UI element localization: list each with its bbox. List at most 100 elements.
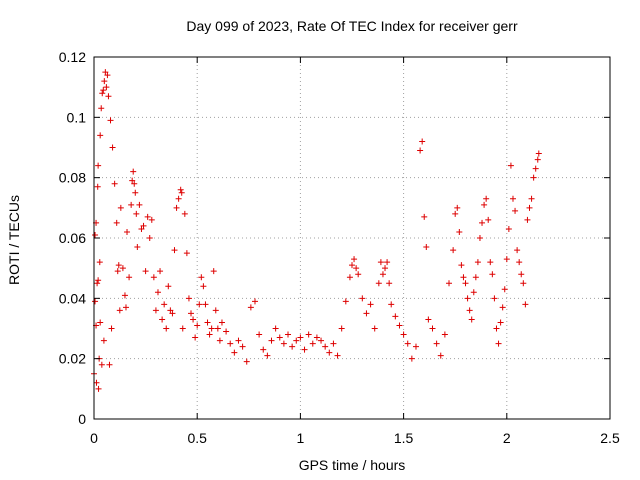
- data-point: [116, 307, 123, 314]
- data-point: [355, 271, 362, 278]
- data-point: [474, 259, 481, 266]
- data-point: [404, 340, 411, 347]
- data-point: [235, 337, 242, 344]
- data-point: [96, 259, 103, 266]
- data-point: [351, 256, 358, 263]
- data-point: [161, 301, 168, 308]
- data-point: [104, 72, 111, 79]
- data-point: [377, 259, 384, 266]
- data-point: [98, 361, 105, 368]
- data-point: [481, 201, 488, 208]
- data-point: [526, 204, 533, 211]
- data-point: [97, 132, 104, 139]
- data-point: [485, 216, 492, 223]
- data-point: [268, 337, 275, 344]
- data-point: [528, 195, 535, 202]
- data-point: [134, 244, 141, 251]
- data-point: [297, 334, 304, 341]
- data-point: [208, 325, 215, 332]
- data-point: [188, 310, 195, 317]
- data-point: [111, 180, 118, 187]
- data-point: [200, 283, 207, 290]
- data-point: [289, 343, 296, 350]
- data-point: [507, 162, 514, 169]
- data-point: [114, 268, 121, 275]
- data-point: [95, 385, 102, 392]
- data-point: [204, 319, 211, 326]
- data-point: [97, 319, 104, 326]
- data-point: [412, 343, 419, 350]
- data-point: [133, 210, 140, 217]
- data-point: [493, 325, 500, 332]
- data-point: [313, 334, 320, 341]
- data-point: [509, 195, 516, 202]
- y-tick-label: 0: [78, 411, 86, 427]
- data-point: [326, 349, 333, 356]
- data-point: [530, 174, 537, 181]
- data-point: [396, 322, 403, 329]
- data-point: [132, 189, 139, 196]
- data-point: [140, 222, 147, 229]
- data-point: [119, 265, 126, 272]
- data-point: [384, 259, 391, 266]
- data-point: [260, 346, 267, 353]
- data-point: [382, 265, 389, 272]
- data-point: [214, 325, 221, 332]
- data-point: [516, 259, 523, 266]
- data-point: [130, 168, 137, 175]
- data-point: [425, 316, 432, 323]
- data-point: [92, 298, 99, 305]
- data-point: [460, 274, 467, 281]
- data-point: [231, 349, 238, 356]
- data-point: [198, 274, 205, 281]
- data-point: [472, 274, 479, 281]
- data-point: [371, 325, 378, 332]
- data-point: [301, 346, 308, 353]
- data-point: [338, 325, 345, 332]
- data-point: [243, 358, 250, 365]
- data-point: [495, 340, 502, 347]
- data-point: [322, 343, 329, 350]
- data-point: [92, 231, 99, 238]
- data-point: [247, 304, 254, 311]
- data-point: [359, 295, 366, 302]
- data-point: [181, 210, 188, 217]
- data-point: [94, 280, 101, 287]
- data-point: [131, 180, 138, 187]
- data-point: [173, 204, 180, 211]
- data-point: [109, 144, 116, 151]
- data-point: [210, 268, 217, 275]
- data-point: [379, 271, 386, 278]
- data-point: [272, 325, 279, 332]
- data-point: [464, 295, 471, 302]
- data-point: [408, 355, 415, 362]
- data-point: [503, 256, 510, 263]
- data-point: [363, 310, 370, 317]
- grid-lines: [94, 57, 610, 419]
- data-point: [441, 331, 448, 338]
- plot-frame: [93, 56, 611, 420]
- data-point: [218, 319, 225, 326]
- data-point: [487, 259, 494, 266]
- data-point: [146, 235, 153, 241]
- data-point: [94, 183, 101, 190]
- data-point: [330, 340, 337, 347]
- y-tick-label: 0.12: [59, 49, 86, 65]
- axis-ticks: 0 0.5 1 1.5 2 2.5 0 0.02 0.04 0.06 0.08 0.1 0.12: [59, 49, 620, 446]
- data-point: [106, 361, 113, 368]
- data-point: [178, 189, 185, 196]
- y-tick-label: 0.08: [59, 170, 86, 186]
- data-point: [107, 117, 114, 124]
- y-tick-label: 0.06: [59, 230, 86, 246]
- data-point: [115, 262, 122, 269]
- data-point: [466, 307, 473, 314]
- data-point: [196, 301, 203, 308]
- data-point: [309, 340, 316, 347]
- data-point: [183, 250, 190, 257]
- data-point: [167, 307, 174, 314]
- data-point: [437, 352, 444, 359]
- data-point: [520, 280, 527, 287]
- y-tick-label: 0.02: [59, 351, 86, 367]
- data-point: [122, 304, 129, 311]
- data-point: [99, 90, 106, 97]
